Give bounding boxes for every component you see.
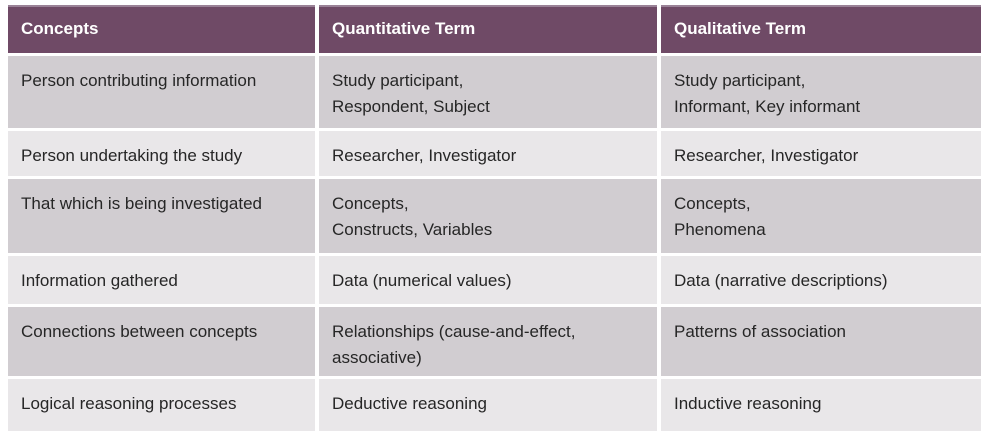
column-header-concepts: Concepts [8,5,315,53]
table-cell-qualitative: Inductive reasoning [661,379,981,431]
column-header-qualitative: Qualitative Term [661,5,981,53]
table-cell-qualitative: Data (narrative descriptions) [661,256,981,304]
table-cell-quantitative: Study participant, Respondent, Subject [319,56,657,128]
table-cell-quantitative: Relationships (cause-and-effect, associa… [319,307,657,376]
table-cell-concept: Person undertaking the study [8,131,315,176]
table-cell-quantitative: Deductive reasoning [319,379,657,431]
column-header-quantitative: Quantitative Term [319,5,657,53]
table-cell-concept: Logical reasoning processes [8,379,315,431]
table-cell-qualitative: Researcher, Investigator [661,131,981,176]
table-cell-qualitative: Patterns of association [661,307,981,376]
table-cell-qualitative: Study participant, Informant, Key inform… [661,56,981,128]
table-cell-concept: Person contributing information [8,56,315,128]
table-cell-concept: Connections between concepts [8,307,315,376]
table-cell-concept: That which is being investigated [8,179,315,253]
table-cell-qualitative: Concepts, Phenomena [661,179,981,253]
table-cell-quantitative: Researcher, Investigator [319,131,657,176]
table-cell-quantitative: Data (numerical values) [319,256,657,304]
quant-qual-comparison-table: Concepts Quantitative Term Qualitative T… [8,5,981,431]
table-cell-concept: Information gathered [8,256,315,304]
table-cell-quantitative: Concepts, Constructs, Variables [319,179,657,253]
